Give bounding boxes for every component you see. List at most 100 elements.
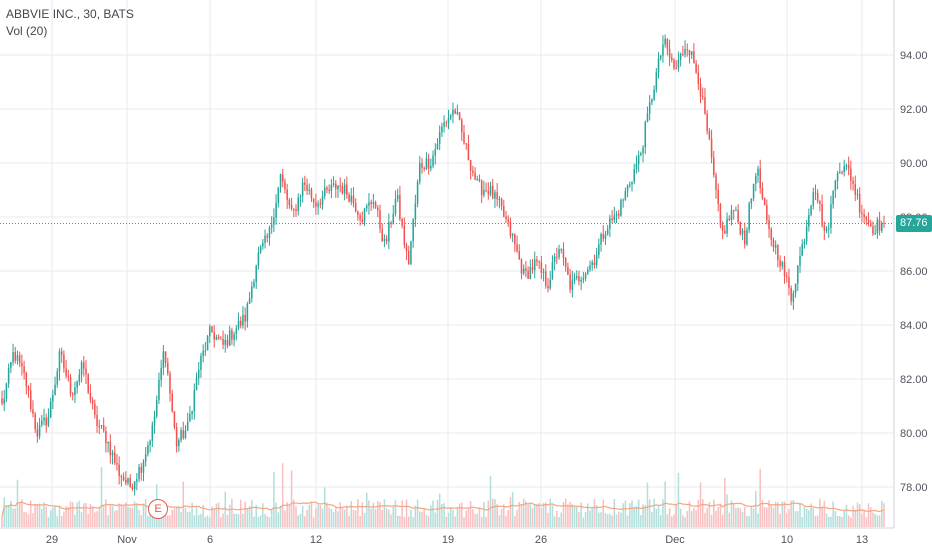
volume-bar <box>856 502 859 527</box>
candle-body <box>127 478 129 483</box>
candle-body <box>726 218 728 234</box>
candle-body <box>359 215 361 220</box>
volume-bar <box>721 514 724 527</box>
candle-body <box>54 384 56 396</box>
price-axis-label: 86.00 <box>900 266 928 278</box>
candle-body <box>575 276 578 278</box>
candle-body <box>160 368 162 381</box>
time-axis-label: 6 <box>207 534 213 546</box>
volume-bar <box>679 508 682 527</box>
candle-body <box>721 225 724 231</box>
volume-bar <box>447 512 450 527</box>
volume-bar <box>438 493 441 527</box>
candle-body <box>248 298 251 304</box>
volume-bar <box>414 505 417 527</box>
candle-body <box>790 288 792 302</box>
candle-body <box>785 276 788 278</box>
candle-body <box>819 201 821 204</box>
volume-bar <box>151 512 154 527</box>
candle-body <box>808 215 810 227</box>
volume-bar <box>854 509 857 527</box>
price-axis-label: 90.00 <box>900 158 928 170</box>
candle-body <box>36 429 39 437</box>
candle-body <box>783 262 786 277</box>
candle-body <box>456 112 459 114</box>
volume-bar <box>233 513 235 527</box>
candle-body <box>394 199 397 214</box>
volume-bar <box>794 511 797 527</box>
price-axis-label: 78.00 <box>900 482 928 494</box>
candle-body <box>83 362 85 369</box>
volume-bar <box>615 514 618 527</box>
volume-bar <box>206 515 209 527</box>
volume-bar <box>248 506 251 527</box>
candle-body <box>392 213 395 224</box>
volume-bar <box>89 504 92 527</box>
candle-body <box>704 97 706 114</box>
volume-bar <box>213 508 215 527</box>
candle-body <box>49 401 52 418</box>
candle-body <box>297 197 299 211</box>
volume-bar <box>774 501 777 527</box>
candle-body <box>489 185 492 195</box>
candle-body <box>651 99 653 103</box>
candle-body <box>445 122 448 124</box>
volume-bar <box>401 500 403 527</box>
volume-bar <box>281 463 284 527</box>
volume-bar <box>204 516 207 527</box>
candle-body <box>346 184 348 195</box>
volume-bar <box>383 499 386 527</box>
candle-body <box>414 203 417 220</box>
candle-body <box>823 225 826 231</box>
volume-bar <box>427 516 430 527</box>
candle-body <box>235 328 238 335</box>
volume-bar <box>147 515 149 527</box>
volume-bar <box>107 515 109 527</box>
candle-body <box>191 411 193 415</box>
volume-bar <box>772 507 775 527</box>
volume-bar <box>766 507 768 527</box>
volume-bar <box>847 515 850 527</box>
candle-body <box>43 417 45 421</box>
volume-bar <box>60 516 63 527</box>
candle-body <box>231 330 233 340</box>
volume-bar <box>211 506 213 527</box>
candle-body <box>872 226 874 234</box>
volume-bar <box>370 509 372 527</box>
candle-body <box>147 445 149 455</box>
volume-bar <box>136 502 138 527</box>
candle-body <box>810 205 812 216</box>
volume-bar <box>542 502 545 527</box>
candle-body <box>412 219 414 242</box>
volume-bar <box>578 512 580 527</box>
volume-bar <box>299 513 302 527</box>
candle-body <box>675 67 677 69</box>
volume-bar <box>268 517 271 527</box>
candle-body <box>175 427 178 447</box>
candle-body <box>315 202 317 207</box>
candle-body <box>869 222 872 227</box>
candle-body <box>65 368 67 376</box>
volume-bar <box>416 499 419 527</box>
candle-body <box>306 184 308 191</box>
candle-body <box>867 219 870 223</box>
earnings-marker[interactable]: E <box>148 499 168 519</box>
volume-bar <box>5 505 8 527</box>
volume-bar <box>494 499 496 527</box>
volume-bar <box>790 500 792 527</box>
volume-bar <box>111 505 114 527</box>
volume-bar <box>770 505 773 527</box>
volume-bar <box>32 513 34 527</box>
candle-body <box>63 354 65 369</box>
volume-bar <box>348 515 350 527</box>
candle-body <box>129 478 131 488</box>
candle-body <box>255 265 257 282</box>
volume-bar <box>604 513 607 527</box>
candle-body <box>142 461 145 473</box>
candle-body <box>432 155 434 167</box>
candle-body <box>816 193 819 202</box>
time-axis: 29 Nov 6 12 19 26 Dec 10 13 <box>46 534 868 546</box>
volume-bar <box>816 515 819 527</box>
candle-body <box>841 172 843 174</box>
